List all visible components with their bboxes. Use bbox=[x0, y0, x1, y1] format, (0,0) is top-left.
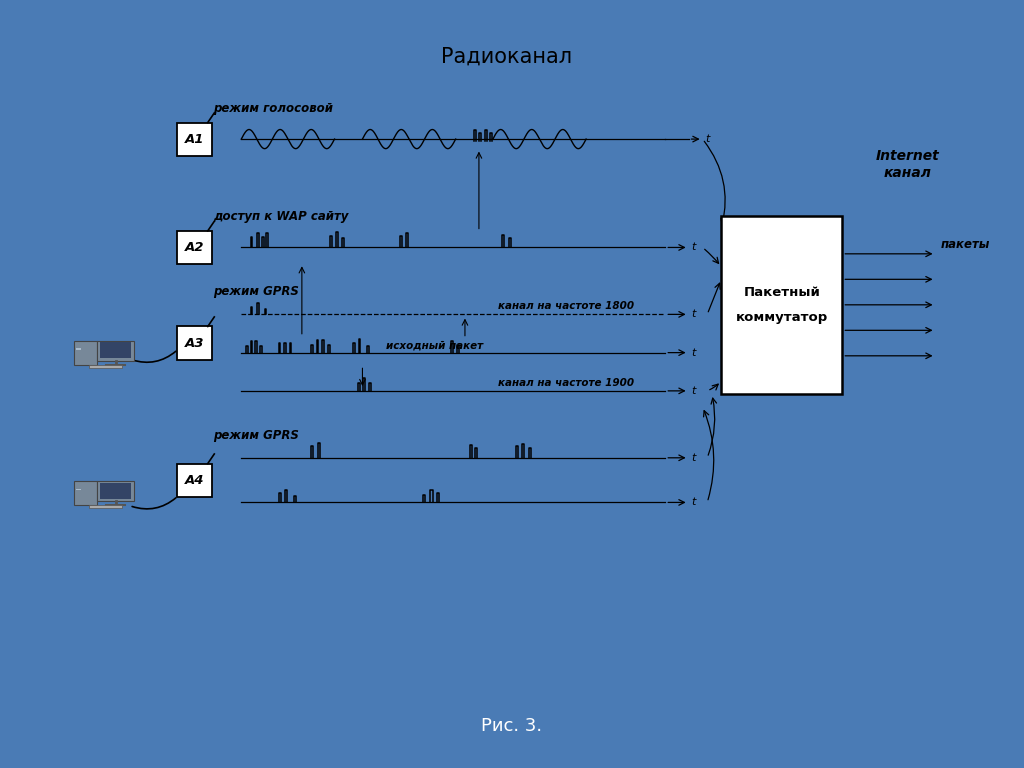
Text: t: t bbox=[691, 348, 695, 358]
Bar bbox=[74, 340, 97, 365]
Text: t: t bbox=[691, 498, 695, 508]
Bar bbox=[97, 481, 134, 502]
Text: A1: A1 bbox=[185, 133, 205, 146]
Text: Пакетный: Пакетный bbox=[743, 286, 820, 299]
Text: Рис. 3.: Рис. 3. bbox=[481, 717, 543, 735]
Text: исходный пакет: исходный пакет bbox=[386, 340, 483, 350]
Text: режим GPRS: режим GPRS bbox=[213, 429, 299, 442]
Bar bbox=[177, 464, 212, 497]
Text: t: t bbox=[706, 134, 710, 144]
Text: режим GPRS: режим GPRS bbox=[213, 286, 299, 299]
Text: A2: A2 bbox=[185, 241, 205, 254]
Text: A4: A4 bbox=[185, 474, 205, 487]
Bar bbox=[97, 340, 134, 361]
Bar bbox=[77, 488, 81, 491]
Bar bbox=[89, 365, 122, 368]
Text: режим голосовой: режим голосовой bbox=[213, 102, 334, 115]
Text: Internet
канал: Internet канал bbox=[876, 150, 939, 180]
Bar bbox=[77, 349, 81, 350]
Text: коммутатор: коммутатор bbox=[735, 311, 827, 324]
Bar bbox=[99, 343, 131, 359]
Text: t: t bbox=[691, 453, 695, 463]
Text: A3: A3 bbox=[185, 336, 205, 349]
Text: t: t bbox=[691, 310, 695, 319]
Text: канал на частоте 1800: канал на частоте 1800 bbox=[498, 301, 634, 311]
Text: t: t bbox=[691, 243, 695, 253]
Bar bbox=[89, 505, 122, 508]
Text: Радиоканал: Радиоканал bbox=[441, 47, 572, 67]
Bar bbox=[177, 231, 212, 264]
Bar bbox=[721, 216, 843, 394]
Bar bbox=[74, 481, 97, 505]
Bar bbox=[177, 326, 212, 359]
Text: канал на частоте 1900: канал на частоте 1900 bbox=[498, 378, 634, 388]
Text: доступ к WAP сайту: доступ к WAP сайту bbox=[213, 210, 349, 223]
Bar bbox=[99, 482, 131, 498]
Text: пакеты: пакеты bbox=[940, 238, 989, 251]
Text: t: t bbox=[691, 386, 695, 396]
Bar bbox=[177, 123, 212, 156]
